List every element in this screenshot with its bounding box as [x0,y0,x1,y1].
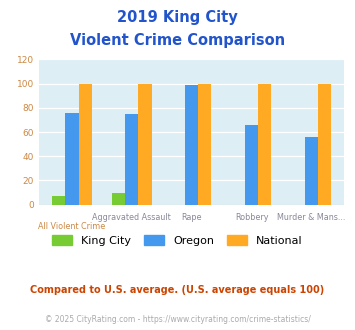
Text: Violent Crime Comparison: Violent Crime Comparison [70,33,285,48]
Bar [52,196,65,205]
Bar [245,125,258,205]
Bar [185,85,198,205]
Text: 2019 King City: 2019 King City [117,10,238,25]
Text: All Violent Crime: All Violent Crime [38,222,105,231]
Bar [198,83,212,205]
Text: Rape: Rape [181,213,202,222]
Bar [138,83,152,205]
Bar [318,83,331,205]
Bar [112,192,125,205]
Legend: King City, Oregon, National: King City, Oregon, National [48,230,307,250]
Bar [258,83,271,205]
Text: Murder & Mans...: Murder & Mans... [277,213,346,222]
Text: Aggravated Assault: Aggravated Assault [92,213,171,222]
Bar [78,83,92,205]
Bar [65,113,78,205]
Text: Robbery: Robbery [235,213,268,222]
Bar [125,114,138,205]
Text: Compared to U.S. average. (U.S. average equals 100): Compared to U.S. average. (U.S. average … [31,285,324,295]
Bar [305,137,318,205]
Text: © 2025 CityRating.com - https://www.cityrating.com/crime-statistics/: © 2025 CityRating.com - https://www.city… [45,315,310,324]
